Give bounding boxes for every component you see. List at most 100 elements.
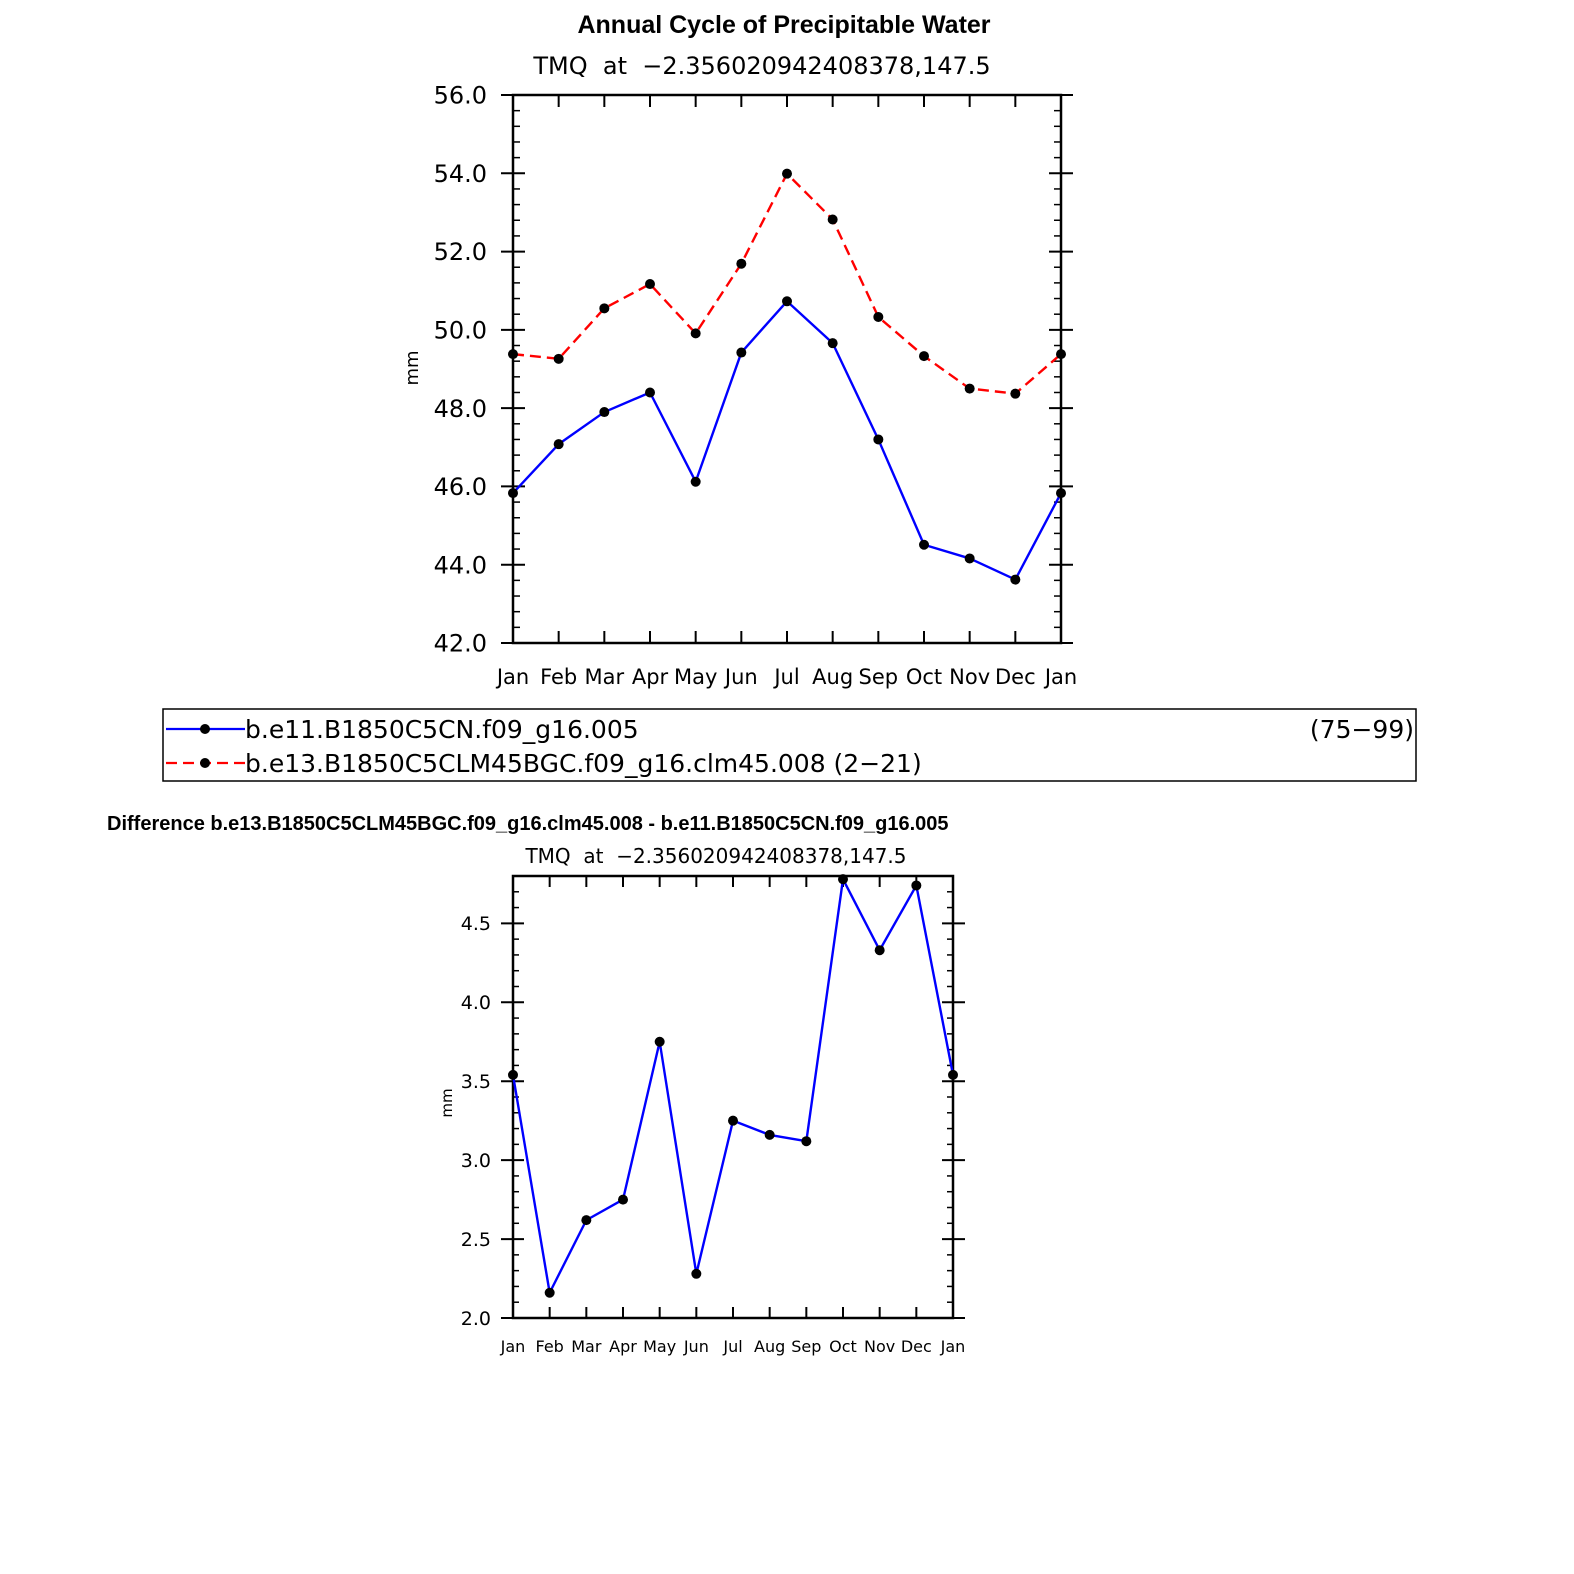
x-tick-label: Aug (754, 1337, 785, 1356)
chart1-subtitle: TMQ at −2.356020942408378,147.5 (532, 52, 990, 80)
y-tick-label: 56.0 (434, 82, 487, 110)
series-line-2 (512, 172, 1062, 395)
legend-label-series-2: b.e13.B1850C5CLM45BGC.f09_g16.clm45.008 … (245, 749, 922, 778)
data-point (508, 1069, 518, 1080)
chart1-title: Annual Cycle of Precipitable Water (577, 11, 990, 39)
x-tick-label: Jul (772, 665, 799, 689)
data-point (553, 439, 564, 450)
data-point (764, 1129, 775, 1140)
x-tick-label: Oct (829, 1337, 857, 1356)
chart2-y-axis-label: mm (438, 1088, 456, 1117)
data-point (782, 296, 792, 307)
data-point (782, 168, 792, 179)
x-tick-label: Feb (536, 1337, 564, 1356)
chart2-subtitle: TMQ at −2.356020942408378,147.5 (524, 844, 906, 868)
data-point (1010, 574, 1021, 585)
data-point (827, 338, 838, 349)
data-point (508, 488, 518, 499)
data-point (736, 347, 747, 358)
chart2-axes: Jan Feb Mar Apr May Jun Jul Aug Sep Oct Nov Dec Jan 2… (461, 874, 966, 1356)
x-tick-label: Jul (722, 1337, 742, 1356)
x-tick-label: Feb (540, 665, 577, 689)
data-point (873, 434, 884, 445)
x-tick-label: Nov (949, 665, 990, 689)
x-tick-label: Sep (859, 665, 899, 689)
data-point (801, 1136, 812, 1147)
x-tick-label: Jan (495, 665, 529, 689)
y-tick-label: 48.0 (434, 395, 487, 423)
series-line-1 (511, 877, 955, 1294)
data-point (736, 258, 747, 269)
legend-marker-series-1 (200, 724, 210, 734)
x-tick-label: Apr (609, 1337, 637, 1356)
chart2-series (508, 874, 958, 1298)
plot-frame (511, 874, 955, 1320)
y-tick-label: 52.0 (434, 238, 487, 266)
legend-marker-series-2 (200, 758, 210, 768)
data-point (1010, 388, 1021, 399)
series-line-1 (512, 300, 1063, 581)
x-tick-label: Nov (864, 1337, 895, 1356)
y-tick-label: 2.5 (461, 1229, 491, 1251)
y-tick-label: 54.0 (434, 160, 487, 188)
x-tick-label: Oct (906, 665, 942, 689)
data-point (690, 476, 701, 487)
data-point (691, 1268, 702, 1279)
x-tick-label: May (643, 1337, 676, 1356)
data-point (919, 351, 929, 362)
legend-box (162, 708, 1417, 782)
data-point (654, 1036, 665, 1047)
data-point (618, 1194, 628, 1205)
chart1-axes: Jan Feb Mar Apr May Jun Jul Aug Sep Oct Nov Dec Jan 4… (434, 82, 1078, 689)
data-point (874, 945, 885, 956)
data-point (599, 407, 610, 418)
x-tick-label: May (674, 665, 717, 689)
x-tick-label: Mar (571, 1337, 602, 1356)
legend: b.e11.B1850C5CN.f09_g16.005 (75−99) b.e1… (162, 708, 1417, 782)
data-point (964, 383, 975, 394)
x-tick-label: Jan (500, 1337, 526, 1356)
legend-period-series-1: (75−99) (1310, 715, 1414, 744)
data-point (645, 279, 655, 290)
y-tick-label: 2.0 (461, 1308, 491, 1330)
x-tick-label: Apr (632, 665, 669, 689)
y-tick-label: 46.0 (434, 473, 487, 501)
y-tick-label: 4.0 (461, 992, 491, 1014)
data-point (581, 1215, 592, 1226)
data-point (827, 214, 838, 225)
chart1-series (508, 168, 1066, 585)
difference-chart: Difference b.e13.B1850C5CLM45BGC.f09_g16… (107, 813, 965, 1356)
x-tick-label: Sep (791, 1337, 821, 1356)
y-tick-label: 3.5 (461, 1071, 491, 1093)
x-tick-label: Jun (723, 665, 758, 689)
data-point (964, 553, 975, 564)
data-point (553, 353, 564, 364)
y-tick-label: 50.0 (434, 316, 487, 344)
y-tick-label: 42.0 (434, 630, 487, 658)
x-tick-label: Jan (940, 1337, 966, 1356)
data-point (645, 387, 655, 398)
data-point (728, 1115, 738, 1126)
data-point (690, 328, 701, 339)
y-tick-label: 4.5 (461, 913, 491, 935)
y-tick-label: 44.0 (434, 551, 487, 579)
data-point (919, 539, 929, 550)
x-tick-label: Jun (683, 1337, 709, 1356)
x-tick-label: Dec (901, 1337, 932, 1356)
x-tick-label: Jan (1043, 665, 1077, 689)
data-point (948, 1069, 958, 1080)
data-point (911, 880, 922, 891)
y-tick-label: 3.0 (461, 1150, 491, 1172)
data-point (1056, 349, 1066, 360)
x-tick-label: Mar (585, 665, 625, 689)
data-point (1056, 488, 1066, 499)
x-tick-label: Aug (812, 665, 853, 689)
chart2-title: Difference b.e13.B1850C5CLM45BGC.f09_g16… (107, 813, 949, 835)
data-point (599, 303, 610, 314)
chart1-y-axis-label: mm (402, 350, 423, 385)
data-point (838, 874, 848, 885)
annual-cycle-chart: Annual Cycle of Precipitable Water TMQ a… (402, 11, 1077, 689)
data-point (544, 1287, 555, 1298)
data-point (508, 349, 518, 360)
